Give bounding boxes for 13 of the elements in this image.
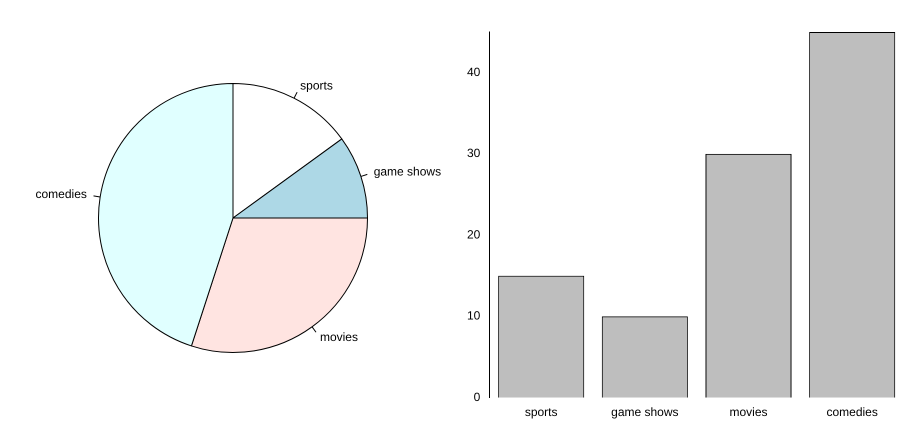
- y-tick-label: 10: [466, 308, 481, 323]
- slice-label: comedies: [36, 187, 87, 202]
- y-tick-label: 0: [474, 390, 481, 404]
- slice-label: movies: [320, 330, 358, 344]
- y-tick-label: 20: [466, 227, 481, 242]
- x-tick-label: game shows: [611, 405, 679, 420]
- slice-label: game shows: [374, 164, 442, 179]
- x-tick-label: movies: [730, 405, 768, 420]
- y-tick-label: 30: [466, 146, 481, 160]
- x-tick-label: sports: [524, 405, 558, 420]
- y-tick-label: 40: [466, 64, 481, 79]
- x-tick-label: comedies: [826, 405, 878, 420]
- slice-label: sports: [300, 78, 333, 92]
